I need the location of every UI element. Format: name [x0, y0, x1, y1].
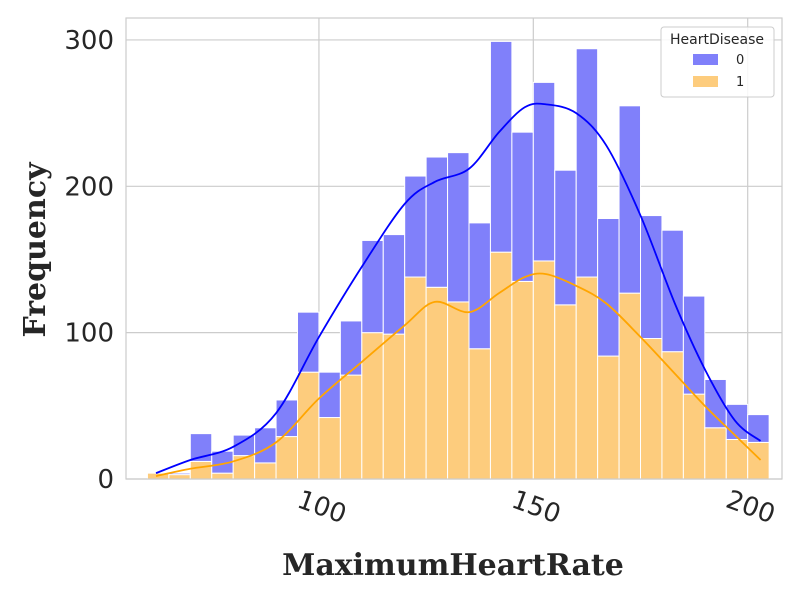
bar-heartdisease-1 — [575, 276, 599, 480]
bar-heartdisease-1 — [532, 260, 556, 480]
bar-heartdisease-0 — [618, 105, 642, 294]
bar-heartdisease-0 — [640, 215, 663, 340]
plot-frame — [125, 17, 783, 480]
y-tick-labels: 0 100 200 300 — [64, 26, 114, 495]
bar-heartdisease-1 — [682, 393, 706, 480]
bar-heartdisease-0 — [339, 320, 363, 376]
bar-heartdisease-0 — [704, 378, 727, 429]
legend-label-heartdisease-1: 1 — [736, 75, 744, 90]
x-axis-title: MaximumHeartRate — [282, 548, 624, 583]
bar-heartdisease-1 — [704, 427, 727, 480]
y-axis-title: Frequency — [18, 161, 53, 338]
bar-heartdisease-1 — [211, 472, 234, 480]
legend-label-heartdisease-0: 0 — [736, 53, 744, 68]
bar-heartdisease-0 — [275, 399, 299, 438]
bar-heartdisease-0 — [661, 229, 684, 353]
bar-heartdisease-1 — [339, 374, 363, 480]
bar-heartdisease-1 — [318, 417, 341, 480]
bar-heartdisease-1 — [747, 441, 770, 480]
bar-heartdisease-1 — [189, 460, 213, 480]
legend-swatch-heartdisease-1 — [693, 76, 718, 87]
bar-heartdisease-1 — [447, 301, 470, 480]
bar-heartdisease-1 — [618, 292, 642, 480]
legend: HeartDisease 0 1 — [660, 26, 775, 98]
bar-heartdisease-0 — [404, 175, 427, 278]
y-tick-label: 200 — [64, 172, 114, 202]
bar-heartdisease-1 — [297, 371, 320, 480]
y-tick-label: 0 — [97, 465, 114, 495]
bar-heartdisease-1 — [640, 338, 663, 480]
bar-heartdisease-1 — [382, 333, 406, 480]
bar-heartdisease-0 — [489, 40, 513, 253]
bar-heartdisease-0 — [597, 217, 620, 357]
bar-heartdisease-0 — [425, 156, 449, 288]
bar-heartdisease-0 — [511, 131, 534, 282]
bar-heartdisease-0 — [532, 81, 556, 262]
kde-line-heartdisease-0 — [155, 102, 762, 474]
bar-heartdisease-1 — [361, 332, 384, 480]
y-tick-label: 100 — [64, 319, 114, 349]
bar-heartdisease-0 — [747, 414, 770, 443]
bar-heartdisease-1 — [597, 355, 620, 480]
kde-curves — [155, 102, 762, 477]
bar-heartdisease-0 — [361, 239, 384, 334]
bar-heartdisease-0 — [297, 311, 320, 373]
kde-line-heartdisease-1 — [155, 272, 762, 477]
bar-heartdisease-0 — [468, 222, 491, 350]
bar-heartdisease-0 — [682, 295, 706, 395]
bar-heartdisease-0 — [382, 234, 406, 335]
bar-heartdisease-0 — [189, 433, 213, 462]
bar-heartdisease-0 — [575, 48, 599, 278]
bar-heartdisease-1 — [425, 286, 449, 480]
bar-heartdisease-1 — [511, 280, 534, 480]
bar-heartdisease-1 — [468, 348, 491, 480]
bar-heartdisease-1 — [254, 462, 277, 480]
legend-swatch-heartdisease-0 — [693, 54, 718, 65]
legend-title: HeartDisease — [670, 32, 764, 48]
bars — [146, 40, 770, 480]
bar-heartdisease-1 — [168, 474, 191, 480]
bar-heartdisease-1 — [232, 455, 256, 480]
bar-heartdisease-1 — [554, 304, 577, 480]
bar-heartdisease-1 — [275, 436, 299, 480]
y-tick-label: 300 — [64, 26, 114, 56]
